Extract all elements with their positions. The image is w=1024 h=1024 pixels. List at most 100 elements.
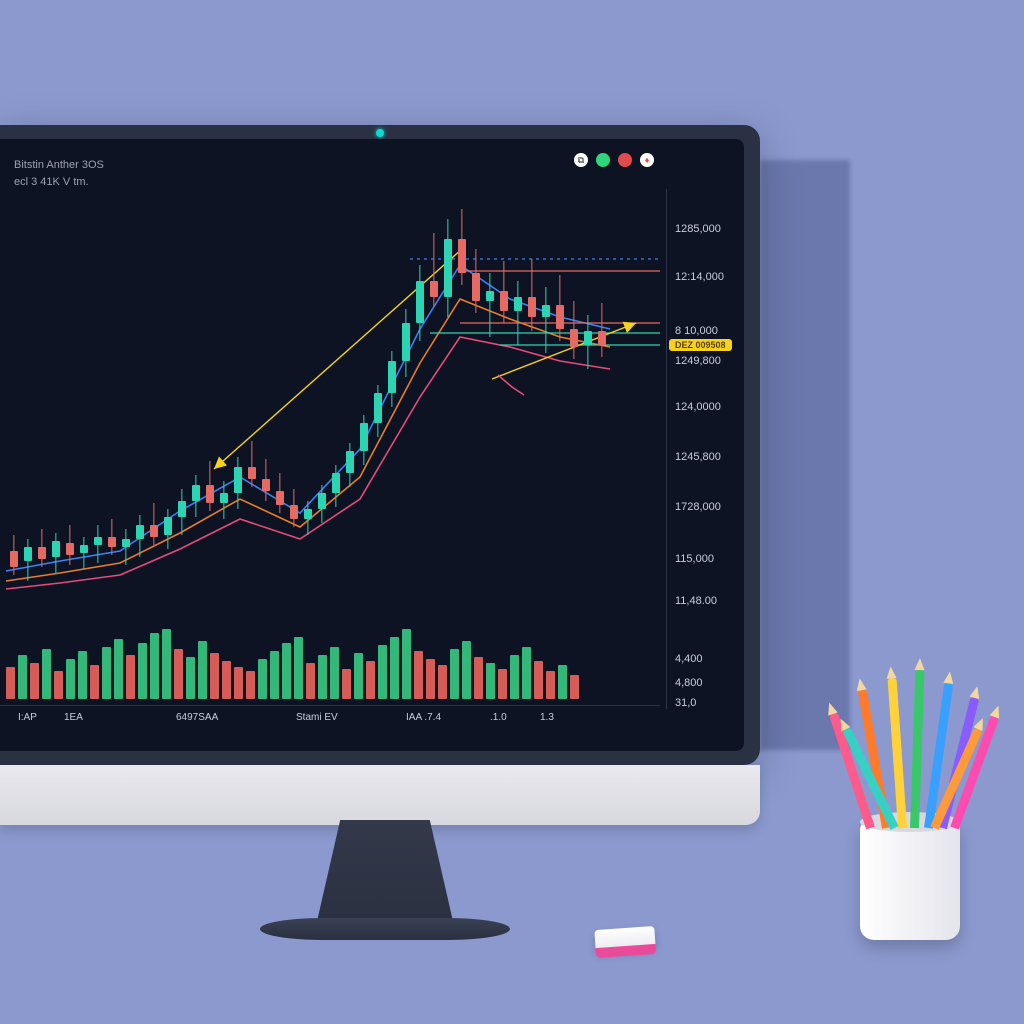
candle[interactable] [346, 189, 354, 609]
volume-bar[interactable] [474, 657, 483, 699]
candle[interactable] [276, 189, 284, 609]
candle[interactable] [234, 189, 242, 609]
candle[interactable] [248, 189, 256, 609]
candle[interactable] [10, 189, 18, 609]
candle[interactable] [584, 189, 592, 609]
candle[interactable] [542, 189, 550, 609]
status-green[interactable] [596, 153, 610, 167]
volume-bar[interactable] [306, 663, 315, 699]
volume-bar[interactable] [210, 653, 219, 699]
candle[interactable] [458, 189, 466, 609]
volume-bar[interactable] [162, 629, 171, 699]
volume-bar[interactable] [402, 629, 411, 699]
volume-bar[interactable] [570, 675, 579, 699]
candle[interactable] [304, 189, 312, 609]
candle[interactable] [38, 189, 46, 609]
volume-bar[interactable] [486, 663, 495, 699]
volume-bar[interactable] [510, 655, 519, 699]
candle[interactable] [528, 189, 536, 609]
volume-bar[interactable] [426, 659, 435, 699]
candle[interactable] [430, 189, 438, 609]
volume-bar[interactable] [294, 637, 303, 699]
candle[interactable] [164, 189, 172, 609]
volume-bar[interactable] [282, 643, 291, 699]
volume-bar[interactable] [318, 655, 327, 699]
volume-bar[interactable] [18, 655, 27, 699]
candle[interactable] [206, 189, 214, 609]
volume-bar[interactable] [366, 661, 375, 699]
volume-bar[interactable] [462, 641, 471, 699]
candle[interactable] [360, 189, 368, 609]
candle[interactable] [486, 189, 494, 609]
candle[interactable] [262, 189, 270, 609]
candle[interactable] [80, 189, 88, 609]
candle[interactable] [220, 189, 228, 609]
volume-bar[interactable] [534, 661, 543, 699]
candle[interactable] [24, 189, 32, 609]
volume-bar[interactable] [234, 667, 243, 699]
candle[interactable] [402, 189, 410, 609]
volume-bar[interactable] [258, 659, 267, 699]
volume-bar[interactable] [390, 637, 399, 699]
candle[interactable] [318, 189, 326, 609]
candle[interactable] [416, 189, 424, 609]
candle[interactable] [444, 189, 452, 609]
volume-bar[interactable] [66, 659, 75, 699]
volume-bar[interactable] [102, 647, 111, 699]
volume-bar[interactable] [330, 647, 339, 699]
volume-bar[interactable] [150, 633, 159, 699]
volume-bar[interactable] [498, 669, 507, 699]
volume-bar[interactable] [342, 669, 351, 699]
candle[interactable] [290, 189, 298, 609]
flame-icon[interactable]: ♦ [640, 153, 654, 167]
price-axis-label: 31,0 [675, 697, 696, 709]
volume-bar[interactable] [270, 651, 279, 699]
candle[interactable] [108, 189, 116, 609]
volume-bar[interactable] [30, 663, 39, 699]
volume-bar[interactable] [522, 647, 531, 699]
candle[interactable] [178, 189, 186, 609]
volume-bar[interactable] [438, 665, 447, 699]
candle[interactable] [52, 189, 60, 609]
candle[interactable] [500, 189, 508, 609]
candle[interactable] [94, 189, 102, 609]
volume-bar[interactable] [78, 651, 87, 699]
candle[interactable] [192, 189, 200, 609]
volume-bar[interactable] [546, 671, 555, 699]
candle[interactable] [332, 189, 340, 609]
volume-bar[interactable] [42, 649, 51, 699]
volume-bar[interactable] [222, 661, 231, 699]
volume-bar[interactable] [186, 657, 195, 699]
status-red[interactable] [618, 153, 632, 167]
volume-bar[interactable] [378, 645, 387, 699]
candle[interactable] [66, 189, 74, 609]
candle[interactable] [556, 189, 564, 609]
volume-bar[interactable] [138, 643, 147, 699]
candle[interactable] [472, 189, 480, 609]
candle[interactable] [374, 189, 382, 609]
candle[interactable] [150, 189, 158, 609]
candle[interactable] [136, 189, 144, 609]
volume-chart[interactable] [0, 617, 660, 699]
volume-bar[interactable] [126, 655, 135, 699]
volume-bar[interactable] [558, 665, 567, 699]
candle[interactable] [514, 189, 522, 609]
volume-bar[interactable] [246, 671, 255, 699]
volume-bar[interactable] [6, 667, 15, 699]
eraser [594, 926, 655, 952]
volume-bar[interactable] [198, 641, 207, 699]
panel-icon[interactable]: ⧉ [574, 153, 588, 167]
volume-bar[interactable] [90, 665, 99, 699]
candle[interactable] [598, 189, 606, 609]
volume-bar[interactable] [114, 639, 123, 699]
volume-bar[interactable] [174, 649, 183, 699]
candle[interactable] [570, 189, 578, 609]
toolbar: ⧉♦ [574, 153, 654, 167]
volume-bar[interactable] [450, 649, 459, 699]
candlestick-chart[interactable] [0, 189, 660, 609]
candle[interactable] [122, 189, 130, 609]
candle[interactable] [388, 189, 396, 609]
volume-bar[interactable] [354, 653, 363, 699]
volume-bar[interactable] [414, 651, 423, 699]
volume-bar[interactable] [54, 671, 63, 699]
